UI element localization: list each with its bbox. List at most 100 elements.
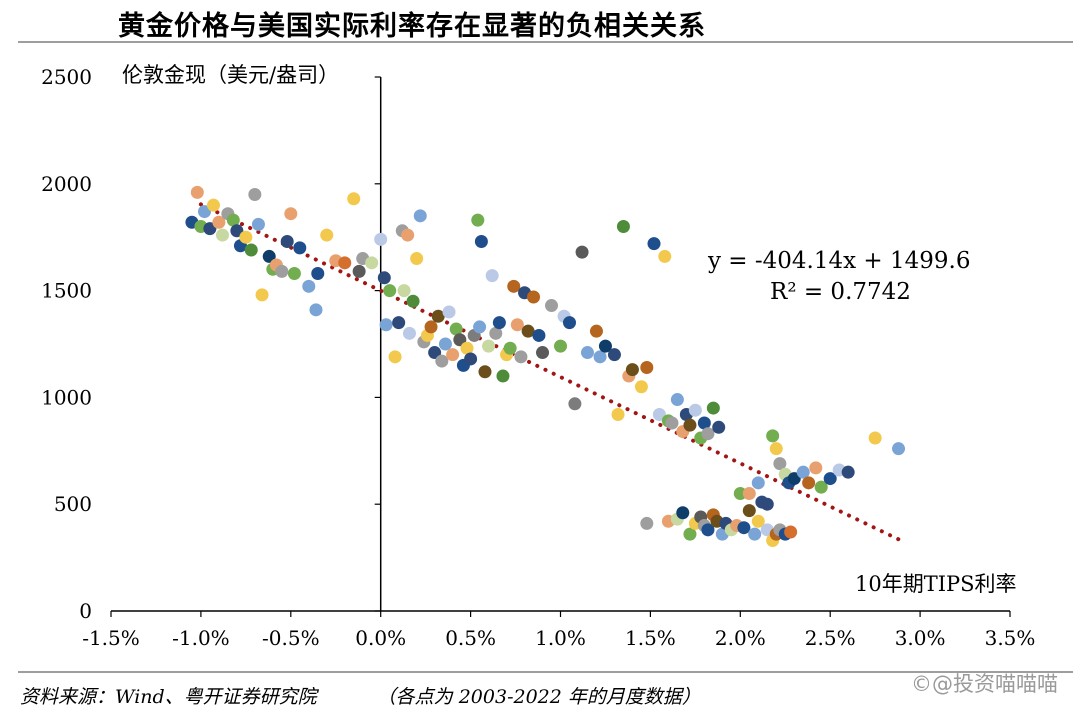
x-tick-label: 3.0%	[895, 626, 946, 650]
data-point	[338, 256, 352, 270]
data-point	[460, 341, 474, 355]
data-point	[203, 222, 217, 236]
data-point	[262, 249, 276, 263]
data-point	[527, 290, 541, 304]
data-point	[607, 348, 621, 362]
data-point	[435, 354, 449, 368]
data-point	[742, 487, 756, 501]
data-point	[802, 476, 816, 490]
data-point	[503, 341, 517, 355]
data-point	[230, 224, 244, 238]
y-tick-label: 1000	[41, 385, 92, 409]
data-point	[482, 339, 496, 353]
x-tick-label: -1.0%	[172, 626, 230, 650]
trendline-r2: R² = 0.7742	[770, 279, 911, 305]
axes: -1.5% -1.0% -0.5% 0.0% 0.5% 1.0% 1.5% 2.0% 2.5% 3…	[41, 65, 1035, 650]
data-point	[580, 346, 594, 360]
data-point	[374, 232, 388, 246]
data-point	[536, 346, 550, 360]
data-point	[410, 252, 424, 266]
data-point	[464, 352, 478, 366]
data-point	[392, 316, 406, 330]
data-point	[554, 339, 567, 353]
data-point	[212, 215, 226, 229]
data-point	[311, 267, 325, 281]
data-point	[514, 350, 528, 364]
data-point	[701, 523, 715, 537]
data-point	[701, 427, 715, 441]
y-tick-label: 2000	[41, 172, 92, 196]
footer-divider	[18, 671, 1073, 673]
x-tick-label: 2.5%	[805, 626, 856, 650]
data-point	[545, 299, 559, 313]
data-point	[712, 420, 726, 434]
data-point	[665, 416, 679, 430]
data-point	[428, 346, 442, 360]
x-tick-label: 0.5%	[445, 626, 496, 650]
x-tick-label: 1.0%	[535, 626, 586, 650]
data-point	[402, 326, 416, 340]
data-point	[611, 407, 625, 421]
data-point	[737, 521, 751, 535]
data-point	[796, 465, 810, 479]
data-point	[474, 234, 488, 248]
watermark: ©@投资喵喵喵	[911, 672, 1058, 696]
data-point	[823, 472, 837, 486]
x-axis-label: 10年期TIPS利率	[855, 572, 1017, 596]
data-point	[625, 363, 639, 377]
data-point	[568, 397, 582, 411]
data-point	[492, 316, 506, 330]
x-tick-label: 3.5%	[985, 626, 1036, 650]
data-point	[787, 472, 801, 486]
data-point	[401, 228, 415, 242]
data-point	[197, 205, 211, 219]
data-point	[431, 309, 445, 323]
data-point	[365, 256, 379, 270]
data-point	[868, 431, 882, 445]
data-point	[287, 267, 301, 281]
data-point	[683, 418, 697, 432]
data-point	[751, 514, 765, 528]
y-tick-label: 500	[54, 492, 92, 516]
data-point	[748, 527, 762, 541]
data-point	[352, 264, 366, 278]
data-point	[733, 487, 747, 501]
x-tick-label: 2.0%	[715, 626, 766, 650]
y-tick-label: 2500	[41, 65, 92, 89]
data-point	[379, 318, 393, 332]
data-point	[471, 213, 485, 227]
data-point	[406, 294, 420, 308]
data-point	[760, 497, 774, 511]
data-point	[442, 305, 456, 319]
data-point	[598, 339, 612, 353]
data-point	[478, 365, 492, 379]
data-point	[206, 198, 220, 212]
data-point	[688, 403, 702, 417]
data-point	[658, 249, 672, 263]
data-point	[769, 442, 783, 456]
data-point	[766, 429, 780, 443]
data-point	[809, 461, 823, 475]
data-point	[751, 476, 765, 490]
data-point	[397, 284, 411, 298]
data-point	[489, 326, 503, 340]
data-point	[320, 228, 334, 242]
data-point	[438, 337, 452, 351]
data-point	[496, 369, 510, 383]
data-point	[473, 320, 487, 334]
data-point	[413, 209, 427, 223]
data-point	[892, 442, 906, 456]
y-tick-label: 0	[79, 599, 92, 623]
data-point	[589, 324, 603, 338]
data-point	[841, 465, 855, 479]
data-note: （各点为 2003-2022 年的月度数据）	[376, 686, 701, 708]
data-point	[670, 393, 684, 407]
data-point	[773, 457, 787, 471]
data-point	[485, 269, 499, 283]
data-point	[302, 279, 316, 293]
y-tick-label: 1500	[41, 279, 92, 303]
data-point	[575, 245, 589, 259]
chart-title: 黄金价格与美国实际利率存在显著的负相关关系	[118, 11, 706, 42]
data-point	[255, 288, 269, 302]
data-point	[593, 350, 607, 364]
